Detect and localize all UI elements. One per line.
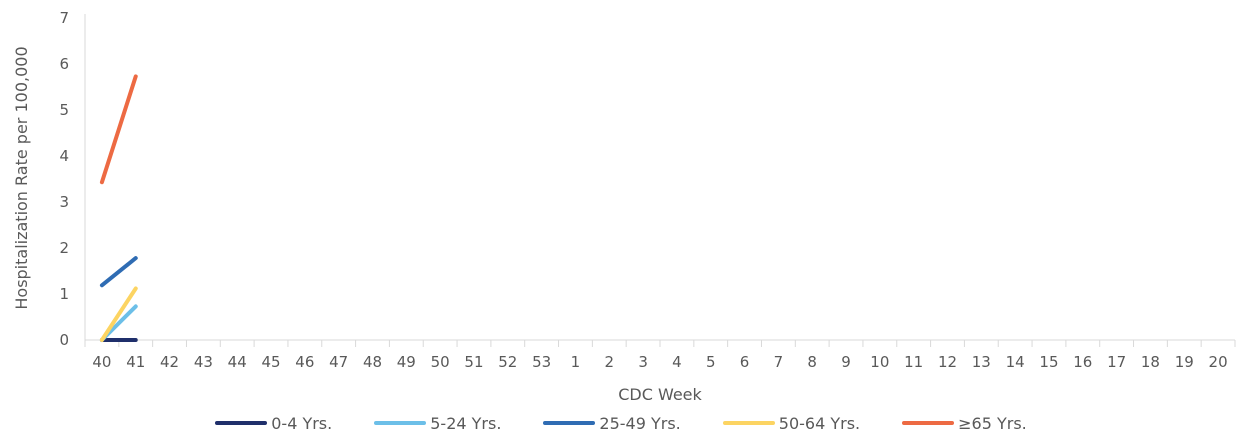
x-tick-label: 52 [498,353,517,371]
legend-label: 50-64 Yrs. [778,413,861,433]
y-axis-title: Hospitalization Rate per 100,000 [12,46,31,309]
x-tick-label: 45 [261,353,280,371]
x-tick-label: 5 [706,353,716,371]
x-tick-label: 1 [571,353,581,371]
legend-item: 0-4 Yrs. [215,414,332,433]
legend-item: 50-64 Yrs. [722,413,861,433]
x-tick-label: 15 [1039,353,1058,371]
y-tick-label: 6 [59,55,69,73]
x-tick-label: 40 [92,353,111,371]
x-axis-title: CDC Week [618,385,702,404]
y-tick-label: 5 [59,101,69,119]
x-tick-label: 20 [1209,353,1228,371]
x-tick-label: 2 [604,353,614,371]
x-tick-label: 3 [638,353,648,371]
x-tick-label: 46 [295,353,314,371]
x-tick-label: 14 [1006,353,1025,371]
y-axis: 0 1 2 3 4 5 6 7 [59,9,86,349]
x-tick-label: 51 [464,353,483,371]
legend-item: 5-24 Yrs. [374,414,501,433]
x-tick-label: 19 [1175,353,1194,371]
legend-swatch [902,421,955,425]
series-line [99,286,138,342]
y-tick-label: 7 [59,9,69,27]
x-tick-label: 11 [904,353,923,371]
legend-label: ≥65 Yrs. [958,413,1027,433]
legend-swatch [374,421,427,425]
series-lines [99,74,138,342]
legend-label: 5-24 Yrs. [430,413,502,433]
x-tick-label: 16 [1073,353,1092,371]
x-tick-label: 48 [363,353,382,371]
legend-swatch [215,421,268,425]
x-tick-label: 12 [938,353,957,371]
y-tick-label: 1 [59,285,69,303]
x-tick-label: 44 [228,353,247,371]
x-tick-label: 7 [774,353,784,371]
x-tick-label: 9 [841,353,851,371]
x-tick-label: 41 [126,353,145,371]
legend-label: 0-4 Yrs. [271,413,333,433]
series-line [99,74,138,185]
y-tick-label: 3 [59,193,69,211]
x-tick-label: 6 [740,353,750,371]
x-tick-label: 49 [397,353,416,371]
x-axis: 40 41 42 43 44 45 46 47 48 49 50 51 52 53 1 2 3 4 5 6 7 8 9 10 1… [84,339,1236,371]
x-tick-label: 18 [1141,353,1160,371]
x-tick-label: 42 [160,353,179,371]
series-line [99,256,138,288]
x-tick-label: 53 [532,353,551,371]
legend-swatch [543,421,596,425]
x-tick-label: 43 [194,353,213,371]
y-tick-label: 4 [59,147,69,165]
x-tick-label: 17 [1107,353,1126,371]
legend-item: ≥65 Yrs. [902,414,1027,433]
legend-label: 25-49 Yrs. [599,413,681,433]
x-tick-label: 8 [807,353,817,371]
x-tick-label: 50 [431,353,450,371]
x-tick-label: 47 [329,353,348,371]
y-tick-label: 2 [59,239,69,257]
x-tick-label: 13 [972,353,991,371]
chart-legend: 0-4 Yrs. 5-24 Yrs. 25-49 Yrs. 50-64 Yrs. ≥65… [0,410,1242,436]
x-tick-label: 4 [672,353,682,371]
legend-item: 25-49 Yrs. [543,413,681,433]
x-tick-label: 10 [870,353,889,371]
y-tick-label: 0 [59,331,69,349]
legend-swatch [722,421,775,425]
